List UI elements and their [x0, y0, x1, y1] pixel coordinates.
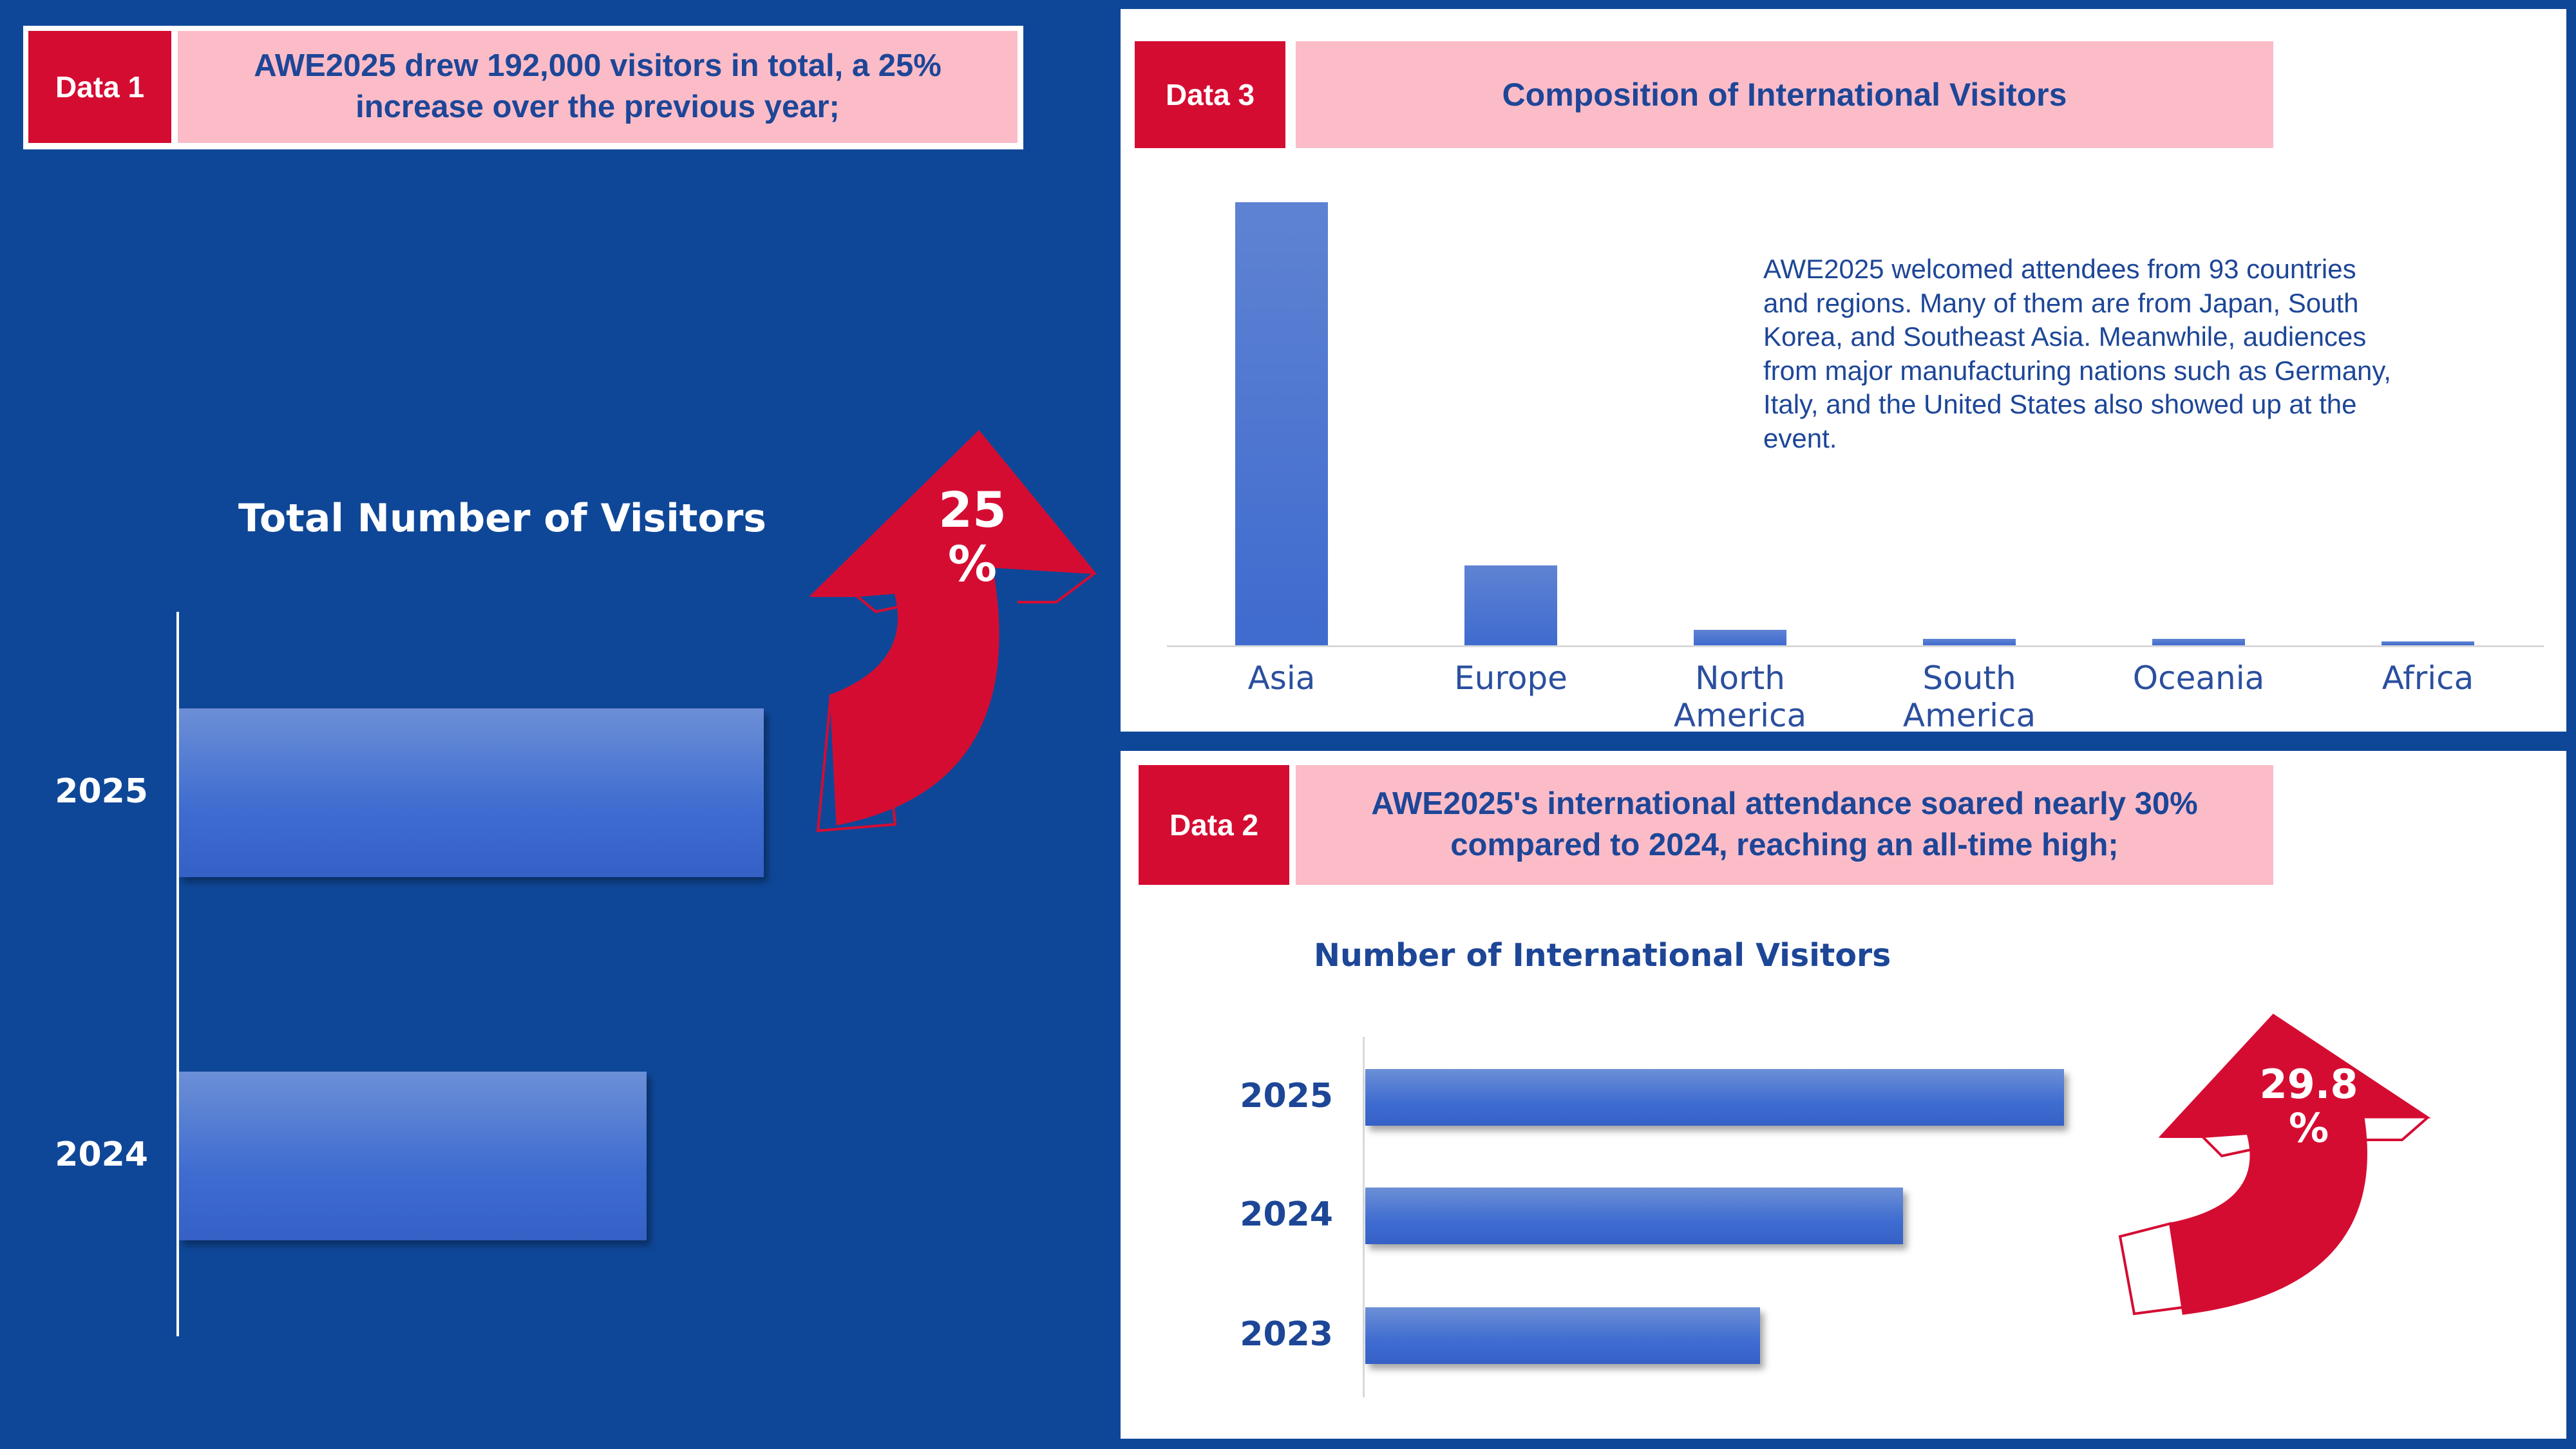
composition-xlabel-asia: Asia [1247, 659, 1316, 697]
total-bar-2024 [179, 1072, 647, 1240]
growth-arrow-25-icon [809, 430, 1097, 833]
data1-headline: AWE2025 drew 192,000 visitors in total, … [178, 31, 1018, 143]
composition-bar-africa [2382, 641, 2474, 645]
intl-ylabel-2024: 2024 [1240, 1195, 1333, 1234]
growth-label-29-8: 29.8 % [2259, 1061, 2358, 1152]
total-bar-2025 [179, 708, 764, 877]
composition-axis [1167, 645, 2544, 647]
total-visitors-axis [176, 612, 179, 1336]
composition-xlabel-north-america: North America [1673, 659, 1807, 734]
growth-arrow-29-8-icon [2118, 1014, 2431, 1316]
composition-xlabel-africa: Africa [2382, 659, 2474, 697]
composition-xlabel-oceania: Oceania [2132, 659, 2265, 697]
intl-bar-2024 [1365, 1188, 1904, 1244]
data2-tag: Data 2 [1139, 765, 1289, 885]
total-visitors-chart-title: Total Number of Visitors [238, 496, 767, 541]
data1-tag: Data 1 [28, 31, 171, 143]
composition-bar-asia [1235, 202, 1328, 645]
data2-headline: AWE2025's international attendance soare… [1296, 765, 2273, 885]
composition-bar-north-america [1694, 629, 1786, 645]
composition-xlabel-south-america: South America [1902, 659, 2036, 734]
data3-tag: Data 3 [1135, 41, 1285, 148]
composition-bar-oceania [2152, 638, 2245, 645]
intl-ylabel-2025: 2025 [1240, 1077, 1333, 1115]
composition-bar-europe [1464, 565, 1557, 645]
composition-xlabel-europe: Europe [1454, 659, 1567, 697]
total-ylabel-2025: 2025 [55, 772, 148, 811]
intl-visitors-axis [1363, 1037, 1365, 1397]
total-ylabel-2024: 2024 [55, 1135, 148, 1174]
composition-bar-south-america [1923, 638, 2016, 645]
growth-label-25: 25 % [938, 481, 1007, 592]
data3-description: AWE2025 welcomed attendees from 93 count… [1763, 254, 2391, 453]
intl-visitors-chart-title: Number of International Visitors [1314, 937, 1891, 974]
intl-ylabel-2023: 2023 [1240, 1315, 1333, 1354]
intl-bar-2025 [1365, 1069, 2064, 1126]
intl-bar-2023 [1365, 1307, 1761, 1364]
data3-headline: Composition of International Visitors [1296, 41, 2273, 148]
